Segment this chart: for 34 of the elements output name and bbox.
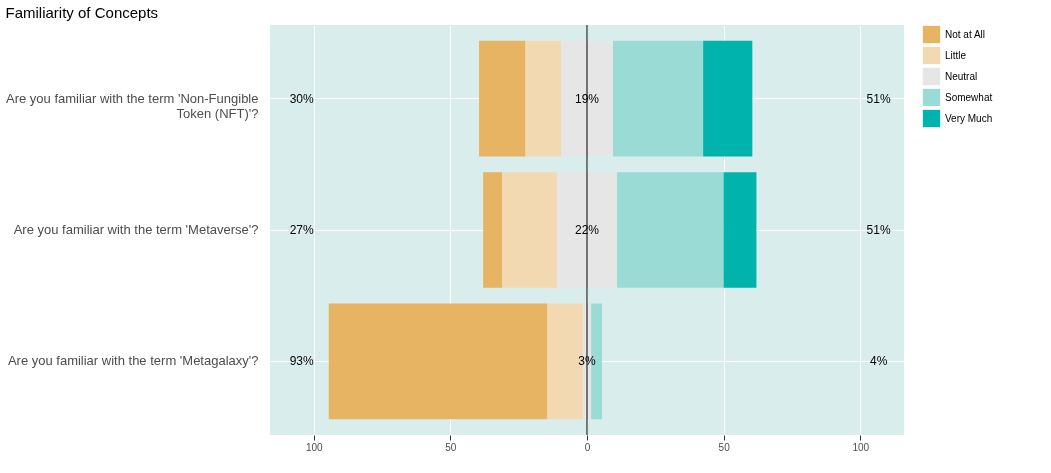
bar <box>483 172 503 288</box>
bar <box>502 172 557 288</box>
x-tick-label: 50 <box>718 441 731 453</box>
annotation: 30% <box>289 91 315 106</box>
annotation: 51% <box>866 223 891 237</box>
bar <box>612 40 704 157</box>
bar <box>703 40 753 157</box>
annotation: 19% <box>574 91 600 106</box>
x-tick-label: 100 <box>305 441 323 453</box>
text: Familiarity of Concepts <box>5 3 159 21</box>
bar <box>328 303 548 420</box>
bar <box>525 40 562 157</box>
x-tick-label: 50 <box>445 441 457 453</box>
annotation: 22% <box>574 223 600 237</box>
y-tick-label: Are you familiar with the term 'Non-Fungible Token (NFT)'? <box>6 90 259 121</box>
x-tick-label: 100 <box>852 441 870 453</box>
bar <box>617 172 724 288</box>
annotation: 27% <box>289 223 315 237</box>
legend-label: Somewhat <box>945 91 993 103</box>
x-tick-label: 0 <box>584 441 591 453</box>
annotation: 3% <box>578 354 596 369</box>
annotation: 4% <box>869 354 888 369</box>
y-tick-label: Are you familiar with the term 'Metagalaxy'? <box>7 353 259 369</box>
bar <box>723 172 757 288</box>
annotation: 93% <box>289 354 315 369</box>
annotation: 51% <box>866 91 891 106</box>
bar <box>561 40 613 157</box>
legend-label: Very Much <box>945 112 993 124</box>
bar <box>556 172 618 288</box>
legend-label: Little <box>945 49 967 61</box>
legend-label: Neutral <box>945 70 978 82</box>
y-tick-label: Are you familiar with the term 'Metaverse'? <box>13 222 259 237</box>
bar <box>479 40 526 157</box>
legend-label: Not at All <box>945 28 986 40</box>
